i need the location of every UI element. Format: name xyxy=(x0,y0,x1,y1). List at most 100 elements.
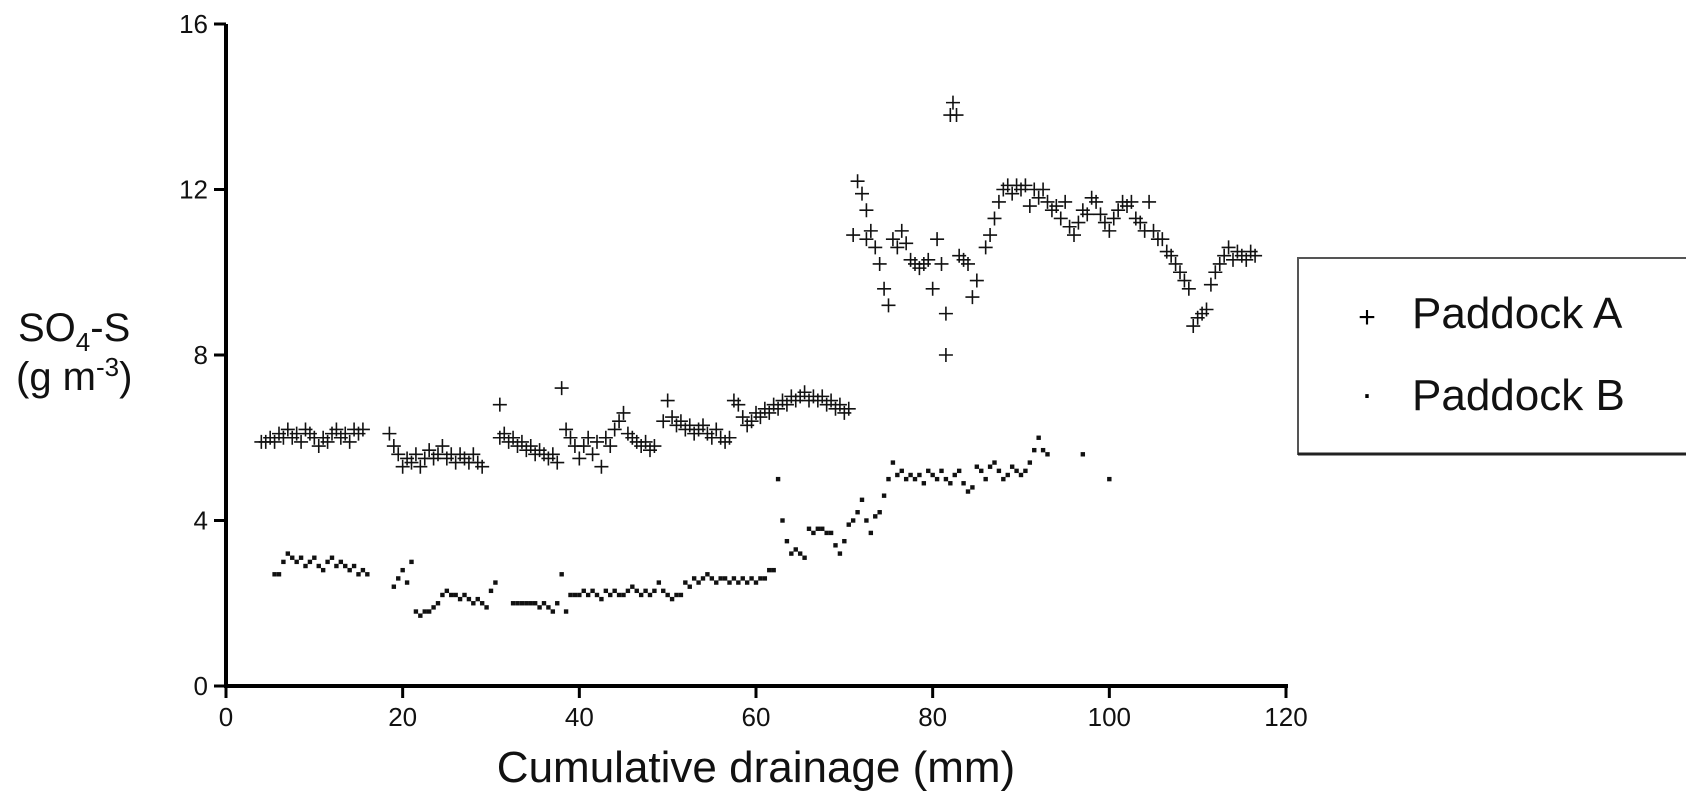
paddock-a-point xyxy=(1031,190,1046,205)
paddock-b-point xyxy=(678,592,684,598)
paddock-b-point xyxy=(1009,464,1015,469)
paddock-a-point xyxy=(320,434,335,449)
paddock-a-point xyxy=(545,447,560,462)
legend-label-paddock-a: Paddock A xyxy=(1412,289,1623,338)
paddock-a-point xyxy=(1106,211,1121,226)
paddock-a-point xyxy=(1049,199,1064,214)
paddock-b-point xyxy=(563,609,569,614)
paddock-a-point xyxy=(267,434,282,449)
paddock-b-point xyxy=(449,592,454,598)
legend-symbol-paddock-a: + xyxy=(1358,301,1376,334)
paddock-a-point xyxy=(1239,252,1254,267)
y-tick-labels: 0 4 8 12 16 xyxy=(179,9,208,701)
y-axis-title-sub: 4 xyxy=(76,327,90,357)
paddock-b-point xyxy=(926,468,931,474)
y-tick-label: 16 xyxy=(179,9,208,39)
paddock-a-point xyxy=(885,232,900,247)
paddock-a-point xyxy=(660,393,675,408)
paddock-b-point xyxy=(1027,460,1033,465)
paddock-b-point xyxy=(820,526,825,531)
legend: + Paddock A · Paddock B xyxy=(1297,257,1686,456)
paddock-b-point xyxy=(643,588,648,594)
paddock-b-point xyxy=(987,464,993,469)
paddock-b-point xyxy=(396,576,401,581)
paddock-b-point xyxy=(603,588,609,594)
paddock-a-point xyxy=(563,430,578,445)
paddock-b-point xyxy=(1036,435,1041,440)
paddock-a-point xyxy=(1053,211,1068,226)
paddock-b-point xyxy=(404,580,410,585)
paddock-a-point xyxy=(965,290,980,305)
paddock-b-point xyxy=(1023,468,1028,474)
paddock-b-point xyxy=(828,530,834,536)
paddock-b-point xyxy=(1001,476,1006,482)
paddock-a-point xyxy=(1168,256,1183,271)
paddock-a-point xyxy=(841,401,856,416)
paddock-a-point xyxy=(289,426,304,441)
paddock-b-point xyxy=(329,555,335,560)
x-tick-label: 40 xyxy=(565,702,594,732)
paddock-a-point xyxy=(1067,228,1081,243)
paddock-b-point xyxy=(510,601,516,606)
y-tick-label: 0 xyxy=(194,671,208,701)
paddock-b-point xyxy=(727,580,732,585)
paddock-b-point xyxy=(493,580,498,585)
paddock-b-point xyxy=(652,588,657,594)
legend-box xyxy=(1297,257,1686,455)
paddock-b-point xyxy=(846,522,851,527)
paddock-b-point xyxy=(674,592,679,598)
paddock-a-point xyxy=(647,439,662,454)
paddock-a-point xyxy=(1097,215,1112,230)
paddock-a-point xyxy=(722,430,737,445)
x-tick-labels: 0 20 40 60 80 100 120 xyxy=(219,702,1308,732)
paddock-b-point xyxy=(462,592,467,598)
paddock-a-point xyxy=(797,385,812,400)
paddock-b-point xyxy=(1005,472,1010,478)
paddock-b-point xyxy=(758,576,763,581)
paddock-b-point xyxy=(1018,472,1024,478)
y-axis-title-line2-post: ) xyxy=(119,355,132,399)
paddock-b-point xyxy=(479,601,485,606)
paddock-b-point xyxy=(400,567,405,573)
paddock-a-point xyxy=(859,203,874,218)
paddock-a-point xyxy=(466,447,481,462)
paddock-b-point xyxy=(559,572,564,577)
paddock-b-point xyxy=(475,596,480,602)
paddock-a-point xyxy=(1181,281,1196,296)
paddock-b-point xyxy=(577,592,582,598)
paddock-b-point xyxy=(515,601,520,606)
paddock-a-point xyxy=(492,397,507,412)
paddock-b-point xyxy=(744,580,750,585)
paddock-a-point xyxy=(612,414,627,429)
paddock-b-point xyxy=(802,555,807,560)
paddock-b-point xyxy=(431,605,436,610)
paddock-a-point xyxy=(938,348,953,362)
paddock-b-point xyxy=(864,518,869,523)
paddock-b-point xyxy=(899,468,904,474)
paddock-a-point xyxy=(1093,207,1108,222)
paddock-a-point xyxy=(872,256,887,271)
paddock-b-point xyxy=(312,555,317,560)
paddock-b-point xyxy=(647,592,653,598)
paddock-b-point xyxy=(767,567,772,573)
paddock-b-point xyxy=(541,601,547,606)
paddock-a-point xyxy=(709,422,724,437)
paddock-a-point xyxy=(894,223,909,238)
paddock-a-point xyxy=(1199,302,1214,317)
paddock-a-point xyxy=(938,306,953,321)
paddock-a-point xyxy=(1226,252,1240,267)
paddock-a-point xyxy=(1102,223,1117,238)
paddock-a-point xyxy=(1036,182,1051,197)
legend-symbol-paddock-b: · xyxy=(1361,373,1373,414)
paddock-a-point xyxy=(1221,240,1236,255)
paddock-a-point xyxy=(422,443,437,458)
paddock-a-point xyxy=(1208,265,1223,280)
paddock-a-point xyxy=(846,228,861,243)
x-tick-label: 60 xyxy=(742,702,771,732)
paddock-b-point xyxy=(413,609,419,614)
paddock-b-point xyxy=(334,563,339,569)
paddock-b-point xyxy=(320,567,326,573)
paddock-a-point xyxy=(779,397,794,412)
paddock-b-point xyxy=(360,567,366,573)
